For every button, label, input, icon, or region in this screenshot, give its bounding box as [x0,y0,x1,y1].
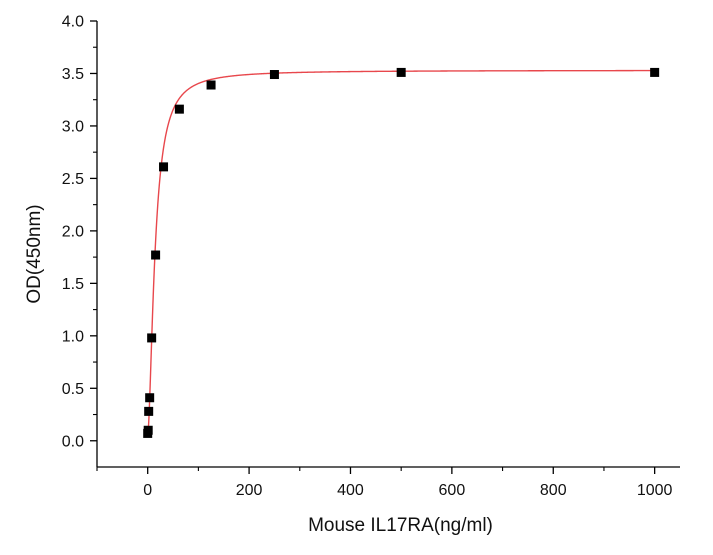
data-point [144,406,154,416]
axes [96,21,680,468]
y-tick-label: 1.0 [62,328,84,345]
x-tick-label: 1000 [637,482,673,499]
x-axis-ticks: 0 200 400 600 800 1000 [96,467,673,499]
y-tick-label: 2.0 [62,223,84,240]
x-tick-label: 400 [337,482,364,499]
y-tick-label: 3.5 [62,66,84,83]
y-tick-label: 0.0 [62,433,84,450]
data-point [206,80,216,90]
y-tick-label: 2.5 [62,171,84,188]
data-point [269,70,279,80]
x-tick-label: 200 [236,482,263,499]
y-axis-ticks: 0.0 0.5 1.0 1.5 2.0 2.5 3.0 3.5 4.0 [62,14,97,450]
x-tick-label: 0 [143,482,152,499]
y-tick-label: 1.5 [62,276,84,293]
data-point [174,104,184,114]
x-tick-label: 600 [439,482,466,499]
y-axis-title: OD(450nm) [24,204,45,303]
x-tick-label: 800 [540,482,567,499]
data-point [650,67,660,77]
x-axis-title: Mouse IL17RA(ng/ml) [308,515,493,536]
data-point [159,162,169,172]
data-points [143,67,660,438]
data-point [145,393,155,403]
data-point [151,250,161,260]
fit-curve [147,69,655,436]
data-point [396,67,406,77]
data-point [143,425,153,435]
data-point [147,333,157,343]
y-tick-label: 0.5 [62,381,84,398]
y-tick-label: 4.0 [62,14,84,31]
y-tick-label: 3.0 [62,118,84,135]
